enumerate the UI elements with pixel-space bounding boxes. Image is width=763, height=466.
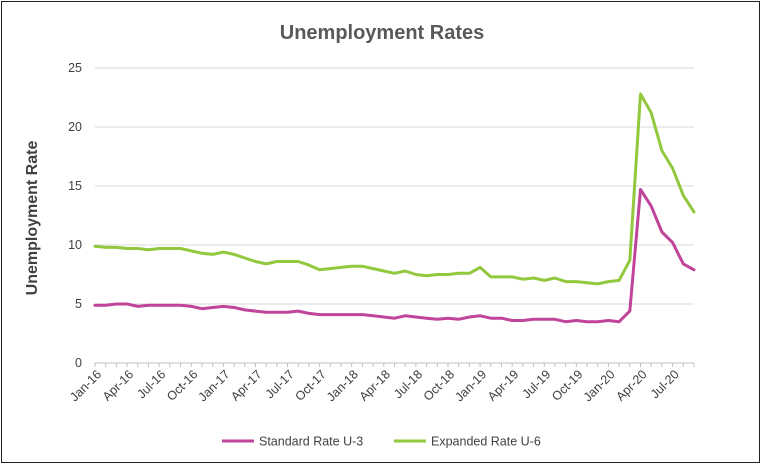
legend: Standard Rate U-3 Expanded Rate U-6 bbox=[222, 435, 541, 449]
y-axis-label: Unemployment Rate bbox=[24, 141, 41, 296]
y-tick-label: 25 bbox=[68, 61, 82, 75]
series-line-u3 bbox=[93, 188, 696, 324]
x-tick-label: Jan-20 bbox=[581, 367, 618, 404]
x-tick-label: Jan-17 bbox=[196, 367, 233, 404]
grid-lines bbox=[94, 67, 695, 367]
x-tick-labels: Jan-16Apr-16Jul-16Oct-16Jan-17Apr-17Jul-… bbox=[67, 367, 682, 404]
x-tick-label: Jan-18 bbox=[324, 367, 361, 404]
x-tick-label: Apr-17 bbox=[228, 367, 264, 403]
y-tick-label: 5 bbox=[75, 297, 82, 311]
x-tick-label: Apr-20 bbox=[613, 367, 649, 403]
x-tick-label: Jul-20 bbox=[648, 367, 682, 401]
x-tick-label: Oct-18 bbox=[421, 367, 457, 403]
y-tick-label: 20 bbox=[68, 120, 82, 134]
x-tick-label: Jul-16 bbox=[134, 367, 168, 401]
chart-title: Unemployment Rates bbox=[280, 22, 485, 44]
x-tick-label: Jul-19 bbox=[519, 367, 553, 401]
x-tick-label: Oct-19 bbox=[549, 367, 585, 403]
x-tick-label: Apr-19 bbox=[485, 367, 521, 403]
legend-label: Expanded Rate U-6 bbox=[431, 435, 541, 449]
y-tick-label: 0 bbox=[75, 356, 82, 370]
x-tick-label: Jul-17 bbox=[263, 367, 297, 401]
x-tick-label: Jan-19 bbox=[452, 367, 489, 404]
x-tick-label: Jan-16 bbox=[67, 367, 104, 404]
x-tick-label: Apr-18 bbox=[357, 367, 393, 403]
y-tick-label: 15 bbox=[68, 179, 82, 193]
y-tick-labels: 0 5 10 15 20 25 bbox=[68, 61, 82, 370]
y-tick-label: 10 bbox=[68, 238, 82, 252]
x-tick-label: Apr-16 bbox=[100, 367, 136, 403]
x-tick-label: Oct-16 bbox=[164, 367, 200, 403]
x-tick-label: Jul-18 bbox=[391, 367, 425, 401]
series-line-u6 bbox=[93, 92, 696, 286]
legend-label: Standard Rate U-3 bbox=[259, 435, 363, 449]
x-tick-label: Oct-17 bbox=[292, 367, 328, 403]
series-lines bbox=[93, 92, 696, 324]
